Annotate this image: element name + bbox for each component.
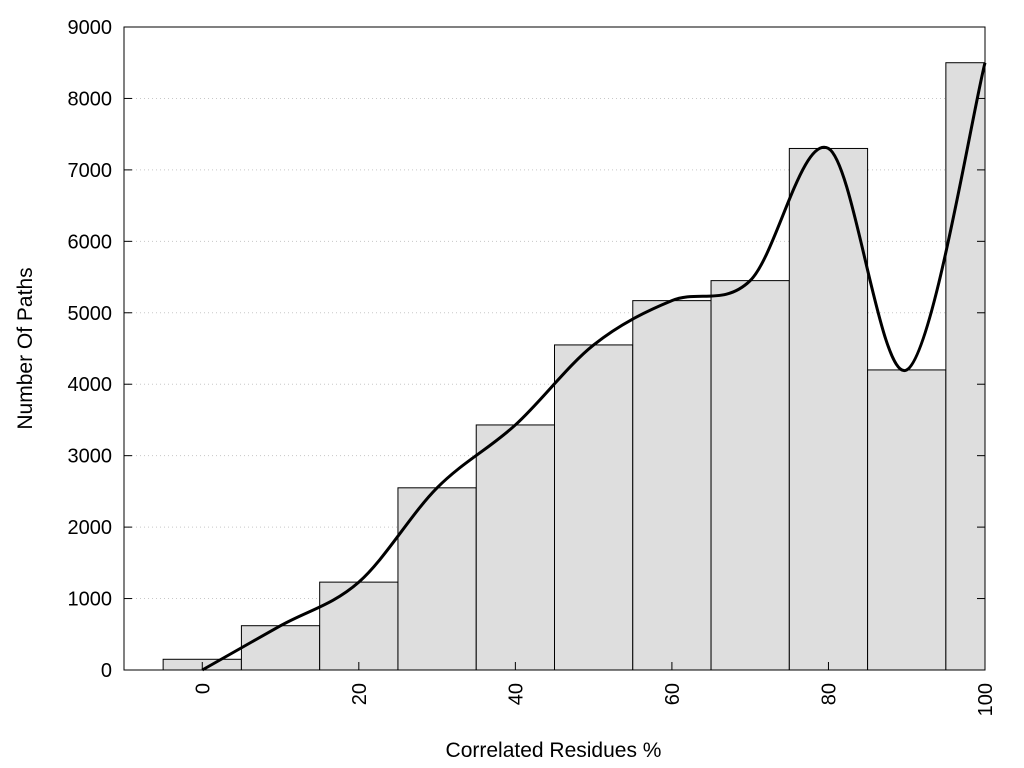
histogram-bar — [710, 280, 790, 671]
trend-curve — [201, 62, 987, 672]
x-tick-label: 60 — [662, 683, 684, 705]
y-axis-title: Number Of Paths — [14, 267, 37, 429]
bars — [162, 62, 986, 671]
x-axis-title: Correlated Residues % — [446, 739, 662, 762]
y-axis-ticks: 0 1000 2000 3000 4000 5000 6000 7000 8000 9000 — [68, 17, 985, 682]
x-tick-label: 40 — [505, 683, 527, 705]
y-tick-label: 3000 — [68, 446, 113, 468]
x-tick-label: 20 — [349, 683, 371, 705]
histogram-bar — [554, 344, 634, 671]
x-tick-label: 100 — [975, 683, 997, 716]
y-tick-label: 6000 — [68, 231, 113, 253]
histogram-bar — [632, 300, 712, 671]
histogram-bar — [475, 424, 555, 671]
y-tick-label: 7000 — [68, 160, 113, 182]
y-tick-label: 9000 — [68, 17, 113, 39]
y-tick-label: 4000 — [68, 374, 113, 396]
histogram-bar — [319, 581, 399, 671]
histogram-bar — [867, 369, 947, 671]
histogram-bar — [397, 487, 477, 671]
y-tick-label: 5000 — [68, 303, 113, 325]
x-tick-label: 80 — [818, 683, 840, 705]
y-tick-label: 0 — [101, 660, 112, 682]
x-tick-label: 0 — [192, 683, 214, 694]
y-tick-label: 2000 — [68, 517, 113, 539]
y-tick-label: 8000 — [68, 88, 113, 110]
plot-frame — [123, 26, 986, 671]
x-axis-ticks: 0 20 40 60 80 100 — [192, 662, 997, 716]
y-tick-label: 1000 — [68, 589, 113, 611]
histogram-bar — [240, 625, 321, 671]
